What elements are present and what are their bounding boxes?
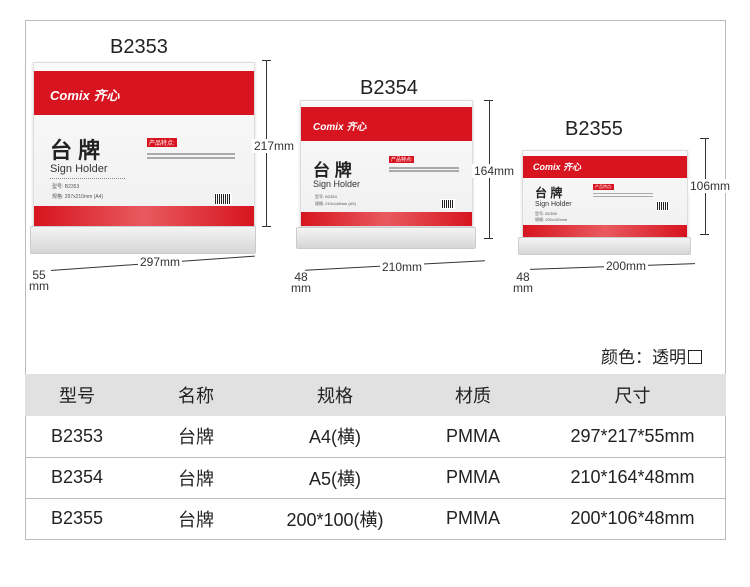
card-spec: 规格: 200x100mm: [535, 217, 568, 222]
sign-card: Comix 齐心 台 牌 Sign Holder 型号: B2353 规格: 2…: [33, 62, 255, 227]
cell-spec: A5(横): [263, 457, 407, 499]
header-model: 型号: [25, 374, 129, 416]
brand-logo: Comix 齐心: [313, 122, 367, 133]
depth-dimension: 55: [32, 268, 46, 282]
card-features: 产品特点:: [147, 138, 177, 147]
header-spec: 规格: [263, 374, 407, 416]
cell-spec: A4(横): [263, 416, 407, 458]
sign-card: Comix 齐心 台 牌 Sign Holder 型号: B2354 规格: 2…: [300, 100, 473, 227]
card-title: 台 牌: [535, 186, 563, 200]
cell-name: 台牌: [129, 416, 263, 458]
cell-material: PMMA: [407, 457, 539, 499]
header-material: 材质: [407, 374, 539, 416]
depth-dimension: 48: [516, 270, 530, 284]
card-title: 台 牌: [50, 138, 101, 163]
cell-name: 台牌: [129, 457, 263, 499]
cell-model: B2353: [25, 416, 129, 458]
width-dimension: 210mm: [380, 260, 425, 274]
model-label: B2354: [360, 77, 418, 99]
depth-unit: mm: [291, 281, 311, 295]
card-features: 产品特点:: [389, 156, 415, 163]
card-subtitle: Sign Holder: [313, 179, 361, 189]
card-subtitle: Sign Holder: [50, 163, 108, 175]
card-model: 型号: B2355: [535, 211, 557, 216]
table-row: B2354 台牌 A5(横) PMMA 210*164*48mm: [25, 457, 726, 499]
brand-logo: Comix 齐心: [533, 162, 582, 172]
width-dimension: 200mm: [604, 259, 649, 273]
card-title: 台 牌: [313, 161, 352, 180]
depth-dimension: 48: [294, 270, 308, 284]
cell-size: 210*164*48mm: [539, 457, 726, 499]
acrylic-base: [30, 226, 256, 254]
cell-material: PMMA: [407, 498, 539, 540]
cell-size: 200*106*48mm: [539, 498, 726, 540]
acrylic-base: [296, 227, 476, 249]
cell-model: B2354: [25, 457, 129, 499]
acrylic-base: [518, 237, 691, 255]
cell-spec: 200*100(横): [263, 498, 407, 540]
sign-card: Comix 齐心 台 牌 Sign Holder 型号: B2355 规格: 2…: [522, 150, 688, 238]
card-spec: 规格: 297x210mm (A4): [52, 194, 104, 200]
brand-logo: Comix 齐心: [50, 88, 120, 103]
image-frame: [25, 20, 726, 540]
cell-name: 台牌: [129, 498, 263, 540]
model-label: B2355: [565, 118, 623, 140]
card-model: 型号: B2353: [52, 184, 80, 190]
spec-table: 型号 名称 规格 材质 尺寸 B2353 台牌 A4(横) PMMA 297*217*5…: [25, 374, 726, 540]
checkbox-square-icon: [688, 350, 702, 364]
width-dimension: 297mm: [138, 255, 183, 269]
table-row: B2353 台牌 A4(横) PMMA 297*217*55mm: [25, 416, 726, 458]
card-subtitle: Sign Holder: [535, 201, 572, 208]
model-label: B2353: [110, 36, 168, 58]
depth-unit: mm: [29, 279, 49, 293]
cell-material: PMMA: [407, 416, 539, 458]
height-dimension: 164mm: [472, 164, 517, 178]
table-row: B2355 台牌 200*100(横) PMMA 200*106*48mm: [25, 498, 726, 540]
depth-unit: mm: [513, 281, 533, 295]
height-dimension: 106mm: [688, 179, 733, 193]
table-header-row: 型号 名称 规格 材质 尺寸: [25, 374, 726, 416]
card-spec: 规格: 210x148mm (A5): [315, 201, 356, 206]
height-dimension: 217mm: [252, 139, 297, 153]
header-size: 尺寸: [539, 374, 726, 416]
color-label: 颜色：透明: [601, 348, 686, 367]
cell-size: 297*217*55mm: [539, 416, 726, 458]
header-name: 名称: [129, 374, 263, 416]
cell-model: B2355: [25, 498, 129, 540]
card-features: 产品特点:: [593, 184, 615, 190]
card-model: 型号: B2354: [315, 194, 337, 199]
color-note: 颜色：透明: [601, 343, 702, 368]
